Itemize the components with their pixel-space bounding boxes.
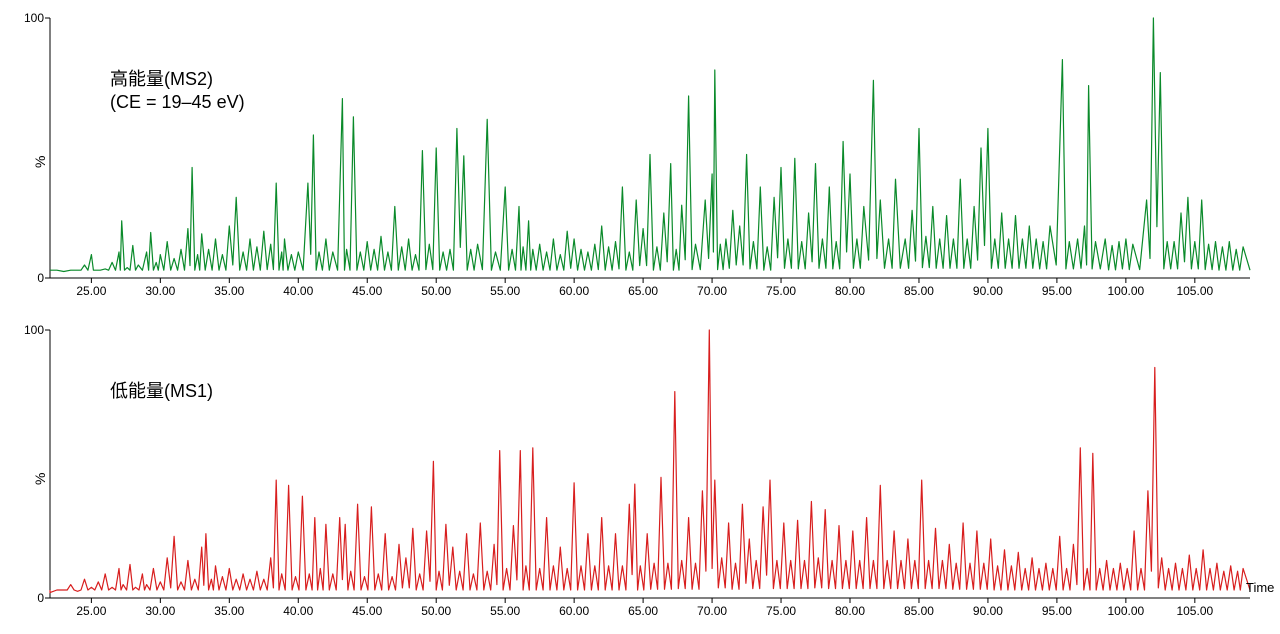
chromatogram-panel-top: %高能量(MS2)(CE = 19–45 eV)010025.0030.0035… <box>0 8 1280 298</box>
y-tick-label: 0 <box>20 591 44 605</box>
x-tick-label: 40.00 <box>283 604 313 618</box>
x-tick-label: 100.00 <box>1108 604 1145 618</box>
chromatogram-trace <box>50 330 1250 593</box>
chromatogram-svg <box>0 320 1280 620</box>
x-tick-label: 90.00 <box>973 284 1003 298</box>
x-tick-label: 80.00 <box>835 284 865 298</box>
x-tick-label: 45.00 <box>352 604 382 618</box>
x-tick-label: 30.00 <box>145 284 175 298</box>
x-tick-label: 75.00 <box>766 284 796 298</box>
x-tick-label: 50.00 <box>421 284 451 298</box>
x-tick-label: 50.00 <box>421 604 451 618</box>
x-tick-label: 85.00 <box>904 604 934 618</box>
y-tick-label: 100 <box>20 11 44 25</box>
chromatogram-svg <box>0 8 1280 298</box>
x-tick-label: 25.00 <box>76 284 106 298</box>
y-tick-label: 0 <box>20 271 44 285</box>
x-tick-label: 60.00 <box>559 604 589 618</box>
x-tick-label: 65.00 <box>628 604 658 618</box>
x-axis-end-label: Time <box>1246 580 1274 595</box>
x-tick-label: 85.00 <box>904 284 934 298</box>
x-tick-label: 40.00 <box>283 284 313 298</box>
x-tick-label: 70.00 <box>697 284 727 298</box>
x-tick-label: 45.00 <box>352 284 382 298</box>
x-tick-label: 95.00 <box>1042 604 1072 618</box>
x-tick-label: 35.00 <box>214 604 244 618</box>
chromatogram-trace <box>50 18 1250 272</box>
x-tick-label: 70.00 <box>697 604 727 618</box>
x-tick-label: 35.00 <box>214 284 244 298</box>
x-tick-label: 105.00 <box>1176 604 1213 618</box>
x-tick-label: 60.00 <box>559 284 589 298</box>
x-tick-label: 75.00 <box>766 604 796 618</box>
x-tick-label: 100.00 <box>1108 284 1145 298</box>
x-tick-label: 90.00 <box>973 604 1003 618</box>
chromatogram-panel-bottom: %低能量(MS1)010025.0030.0035.0040.0045.0050… <box>0 320 1280 620</box>
x-tick-label: 95.00 <box>1042 284 1072 298</box>
x-tick-label: 55.00 <box>490 604 520 618</box>
x-tick-label: 25.00 <box>76 604 106 618</box>
y-tick-label: 100 <box>20 323 44 337</box>
x-tick-label: 55.00 <box>490 284 520 298</box>
x-tick-label: 30.00 <box>145 604 175 618</box>
x-tick-label: 65.00 <box>628 284 658 298</box>
x-tick-label: 105.00 <box>1176 284 1213 298</box>
x-tick-label: 80.00 <box>835 604 865 618</box>
